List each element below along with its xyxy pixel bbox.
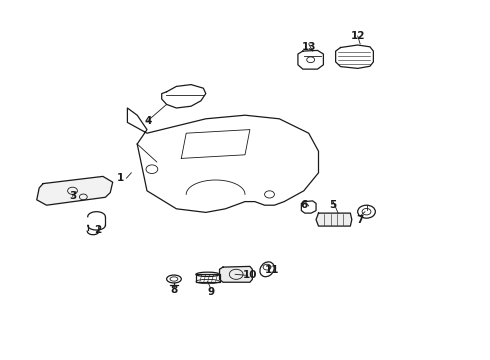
- Text: 6: 6: [300, 200, 307, 210]
- Text: 2: 2: [95, 225, 101, 235]
- Text: 8: 8: [171, 285, 177, 295]
- Text: 3: 3: [69, 191, 76, 201]
- Text: 1: 1: [117, 173, 123, 183]
- Text: 12: 12: [350, 31, 365, 41]
- Text: 9: 9: [207, 287, 214, 297]
- Text: 4: 4: [144, 116, 152, 126]
- Polygon shape: [220, 266, 252, 282]
- Polygon shape: [316, 213, 352, 226]
- Text: 5: 5: [330, 200, 337, 210]
- Text: 11: 11: [265, 265, 279, 275]
- Polygon shape: [37, 176, 113, 205]
- Text: 10: 10: [243, 270, 257, 280]
- Text: 7: 7: [356, 215, 364, 225]
- Text: 13: 13: [301, 42, 316, 52]
